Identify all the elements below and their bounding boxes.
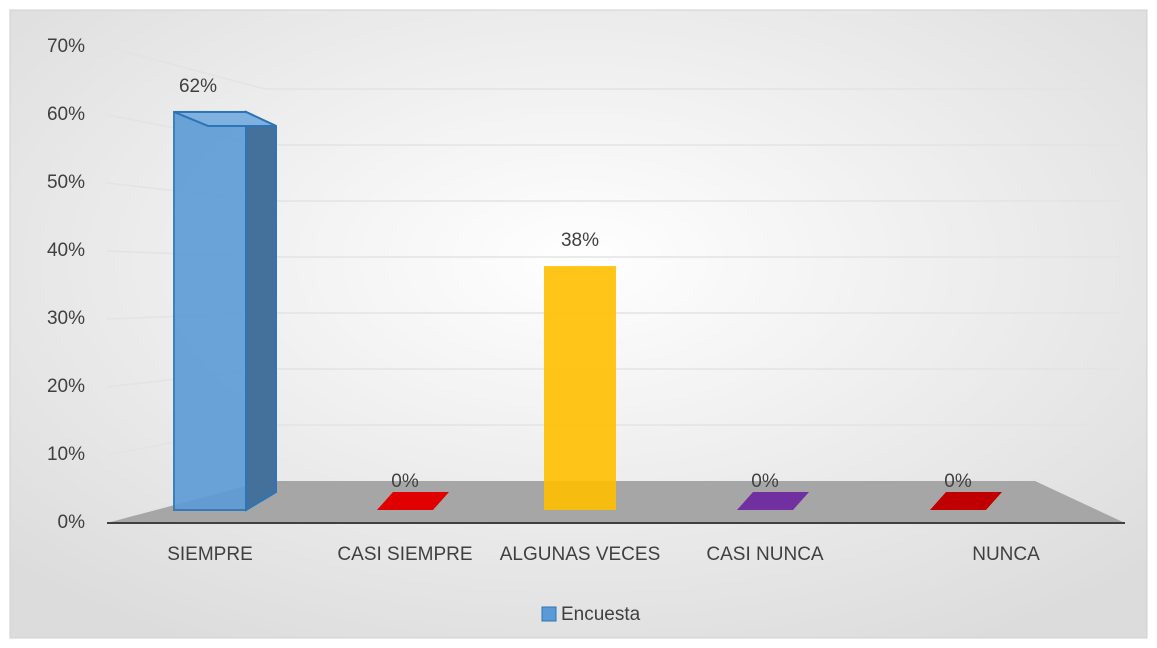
data-label: 38% <box>561 230 599 251</box>
bar-front <box>173 110 247 512</box>
y-tick-label: 50% <box>47 172 85 193</box>
bar-front <box>544 266 616 510</box>
bar-top <box>173 110 277 127</box>
bar <box>544 266 616 510</box>
y-tick-label: 40% <box>47 240 85 261</box>
x-tick-label: ALGUNAS VECES <box>500 544 661 565</box>
data-label: 0% <box>391 471 419 492</box>
y-tick-label: 70% <box>47 36 85 57</box>
bar <box>737 492 809 510</box>
x-tick-label: SIEMPRE <box>167 544 253 565</box>
y-tick-label: 30% <box>47 308 85 329</box>
data-label: 62% <box>179 76 217 97</box>
legend-label: Encuesta <box>561 604 641 625</box>
bar <box>377 492 449 510</box>
y-tick-label: 60% <box>47 104 85 125</box>
y-tick-label: 0% <box>58 512 86 533</box>
data-label: 0% <box>944 471 972 492</box>
y-tick-label: 20% <box>47 376 85 397</box>
grid-line <box>106 46 1120 90</box>
x-tick-label: CASI SIEMPRE <box>337 544 472 565</box>
legend-swatch <box>541 606 557 622</box>
data-label: 0% <box>751 471 779 492</box>
y-tick-label: 10% <box>47 444 85 465</box>
x-tick-label: NUNCA <box>972 544 1040 565</box>
bar <box>173 110 277 512</box>
x-tick-label: CASI NUNCA <box>706 544 824 565</box>
bar <box>930 492 1002 510</box>
bar-side <box>245 110 277 512</box>
